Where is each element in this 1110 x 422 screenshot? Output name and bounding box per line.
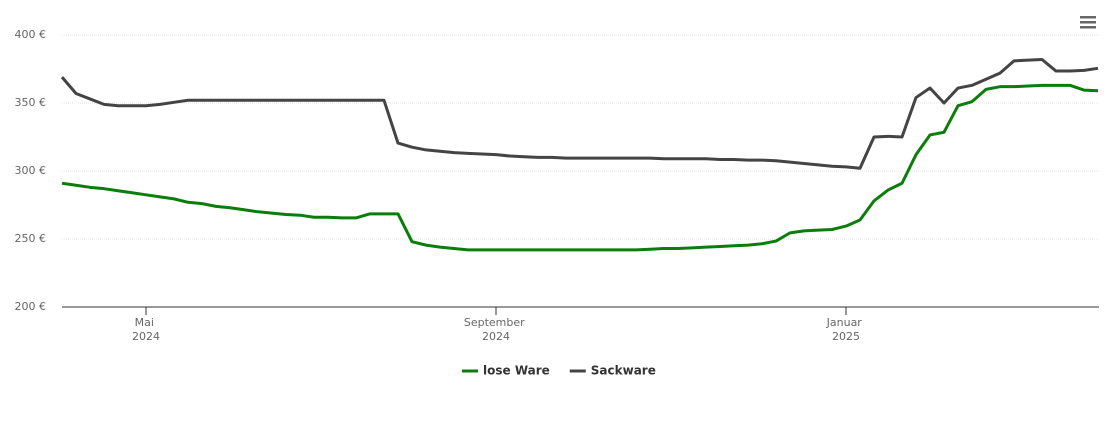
menu-button[interactable] xyxy=(1078,14,1098,32)
y-tick-label: 250 € xyxy=(15,232,47,245)
y-tick-label: 400 € xyxy=(15,28,47,41)
legend-label: lose Ware xyxy=(483,364,550,378)
y-tick-label: 300 € xyxy=(15,164,47,177)
x-tick-label: September 2024 xyxy=(464,316,528,343)
legend-label: Sackware xyxy=(591,364,656,378)
y-tick-label: 200 € xyxy=(15,300,47,313)
series-line xyxy=(61,83,1099,252)
y-tick-label: 350 € xyxy=(15,96,47,109)
menu-bar xyxy=(1080,26,1096,29)
x-tick-label: Januar 2025 xyxy=(826,316,866,343)
x-tick-label: Mai 2024 xyxy=(132,316,160,343)
series-line xyxy=(60,57,1099,170)
menu-bar xyxy=(1080,16,1096,19)
legend: lose Ware Sackware xyxy=(462,364,656,378)
menu-bar xyxy=(1080,21,1096,24)
